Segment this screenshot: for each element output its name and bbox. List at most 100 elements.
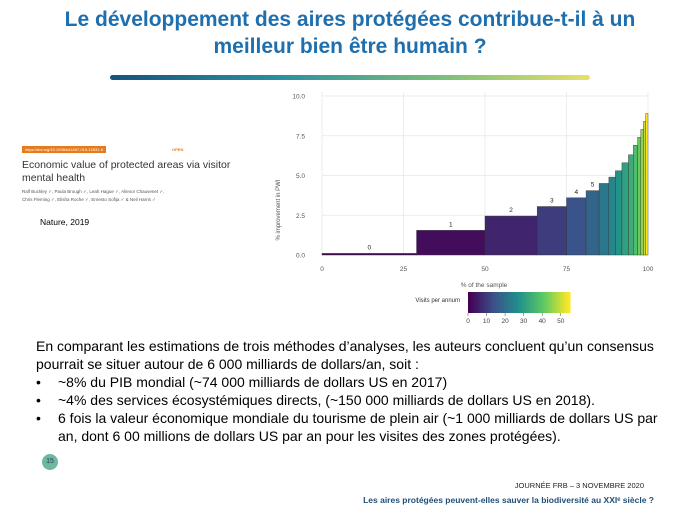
legend-gradient-segment [473,292,477,313]
legend-tick-label: 30 [520,318,528,325]
legend-gradient-segment [498,292,502,313]
legend-tick-label: 10 [483,318,491,325]
legend-gradient-segment [511,292,515,313]
legend-gradient-segment [524,292,528,313]
slide-title-line2: meilleur bien être humain ? [213,35,487,58]
bullet-text: ~8% du PIB mondial (~74 000 milliards de… [58,374,448,390]
paper-title-line2: mental health [22,172,86,184]
legend-gradient-segment [536,292,540,313]
legend-tick-label: 50 [557,318,565,325]
legend-gradient-segment [488,292,492,313]
legend-gradient-segment [478,292,482,313]
legend-tick-label: 40 [539,318,547,325]
chart-bar [585,190,600,256]
chart-bar [628,154,634,256]
doi-badge[interactable]: https://doi.org/10.1038/s41467-019-12631… [22,146,107,153]
legend-gradient-segment [493,292,497,313]
legend-gradient-segment [559,292,563,313]
y-tick-label: 7.5 [296,133,305,140]
legend-gradient-segment [513,292,517,313]
x-tick-label: 100 [643,266,654,273]
chart-bar [640,129,644,256]
bar-label: 3 [550,198,554,205]
bullet-text: ~4% des services écosystémiques directs,… [58,392,595,408]
legend-gradient-segment [503,292,507,313]
x-tick-label: 75 [563,266,571,273]
legend-gradient-segment [564,292,568,313]
legend-gradient-segment [475,292,479,313]
legend-title: Visits per annum [415,298,460,304]
legend-tick-label: 20 [501,318,509,325]
chart-ticks: 0.0 2.5 5.0 7.5 10.0 0 25 50 75 100 [292,94,653,274]
body-intro: En comparant les estimations de trois mé… [36,338,654,372]
paper-authors: Ralf Buckley ✓, Paula Brough ✓, Leah Hag… [22,188,222,204]
chart-bar [321,253,417,256]
bar-label: 2 [509,207,513,214]
y-tick-label: 10.0 [292,94,305,101]
legend-gradient-segment [496,292,500,313]
chart-bar [643,121,646,256]
legend-gradient-segment [541,292,545,313]
chart-bar [566,197,587,256]
y-tick-label: 0.0 [296,253,305,260]
bar-label: 4 [574,189,578,196]
legend-gradient-segment [526,292,530,313]
paper-authors-line1: Ralf Buckley ✓, Paula Brough ✓, Leah Hag… [22,189,165,194]
bullet-item: • 6 fois la valeur économique mondiale du… [36,409,666,445]
bullet-marker: • [36,410,41,426]
legend-gradient-segment [567,292,571,313]
body-text: En comparant les estimations de trois mé… [36,337,666,445]
slide-title: Le développement des aires protégées con… [40,6,660,60]
legend-gradient-segment [549,292,553,313]
legend-gradient-segment [508,292,512,313]
bar-label: 0 [367,244,371,251]
legend-gradient-segment [534,292,538,313]
x-tick-label: 50 [481,266,489,273]
bullet-text: 6 fois la valeur économique mondiale du … [58,410,658,444]
paper-authors-line2: Chris Fleming ✓, Elisha Roche ✓, Ernesto… [22,197,156,202]
legend-gradient-segment [547,292,551,313]
x-tick-label: 0 [320,266,324,273]
chart-bar [633,145,638,256]
bullet-item: • ~4% des services écosystémiques directs… [36,391,666,409]
legend-gradient-segment [516,292,520,313]
bullet-marker: • [36,392,41,408]
y-tick-label: 5.0 [296,173,305,180]
legend-gradient-segment [490,292,494,313]
chart-bar [621,162,629,256]
legend-gradient-segment [506,292,510,313]
bullet-item: • ~8% du PIB mondial (~74 000 milliards d… [36,373,666,391]
paper-title-line1: Economic value of protected areas via vi… [22,159,231,171]
bullet-marker: • [36,374,41,390]
legend-gradient-segment [501,292,505,313]
legend-gradient-segment [468,292,472,313]
legend-gradient-segment [552,292,556,313]
chart-legend: Visits per annum 0 10 20 30 40 50 [415,292,571,325]
legend-gradient-segment [519,292,523,313]
page-number: 15 [42,454,58,470]
bar-label: 1 [449,221,453,228]
legend-gradient-segment [521,292,525,313]
legend-gradient-segment [485,292,489,313]
journal-label: Nature, 2019 [40,217,90,227]
legend-gradient-segment [483,292,487,313]
legend-gradient-segment [539,292,543,313]
footer-event: JOURNÉE FRB – 3 NOVEMBRE 2020 [514,481,644,490]
open-access-label: OPEN [172,147,184,152]
chart-bar [416,230,486,256]
chart-y-label: % improvement in PWI [276,179,282,240]
legend-gradient-segment [529,292,533,313]
x-tick-label: 25 [400,266,408,273]
paper-title: Economic value of protected areas via vi… [22,159,262,185]
slide-title-line1: Le développement des aires protégées con… [64,8,636,31]
title-divider [110,75,590,80]
legend-gradient-segment [554,292,558,313]
y-tick-label: 2.5 [296,213,305,220]
legend-gradient-segment [531,292,535,313]
chart-bar [598,183,610,256]
legend-gradient-segment [557,292,561,313]
legend-tick-label: 0 [466,318,470,325]
legend-gradient-segment [480,292,484,313]
pwi-chart: % improvement in PWI % of the sample 0 1 2… [270,85,666,335]
legend-gradient-segment [470,292,474,313]
